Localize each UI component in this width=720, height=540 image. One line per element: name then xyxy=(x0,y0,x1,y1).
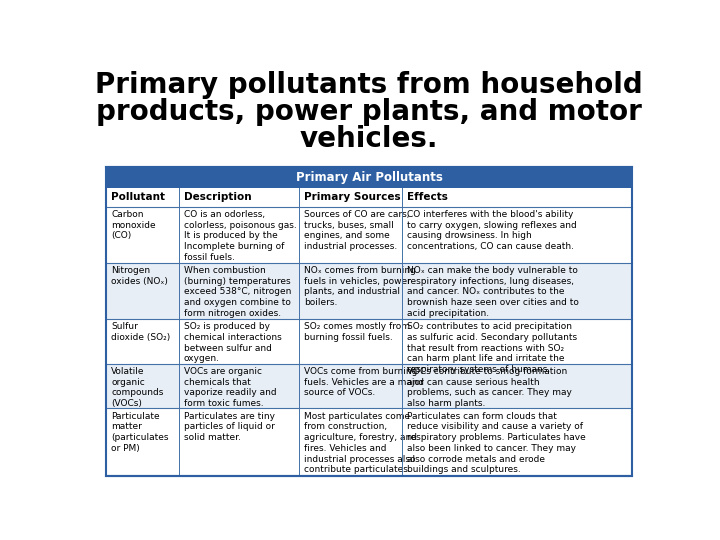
Text: Nitrogen
oxides (NOₓ): Nitrogen oxides (NOₓ) xyxy=(111,266,168,286)
Bar xyxy=(106,167,632,476)
Text: Volatile
organic
compounds
(VOCs): Volatile organic compounds (VOCs) xyxy=(111,367,163,408)
Text: Primary pollutants from household: Primary pollutants from household xyxy=(95,71,643,99)
Text: CO interferes with the blood's ability
to carry oxygen, slowing reflexes and
cau: CO interferes with the blood's ability t… xyxy=(407,210,577,251)
Text: SO₂ comes mostly from
burning fossil fuels.: SO₂ comes mostly from burning fossil fue… xyxy=(304,322,410,342)
Text: VOCs are organic
chemicals that
vaporize readily and
form toxic fumes.: VOCs are organic chemicals that vaporize… xyxy=(184,367,276,408)
Text: Primary Sources: Primary Sources xyxy=(304,192,400,202)
Text: Primary Air Pollutants: Primary Air Pollutants xyxy=(296,171,442,184)
Text: Effects: Effects xyxy=(407,192,448,202)
Text: Carbon
monoxide
(CO): Carbon monoxide (CO) xyxy=(111,210,156,240)
Text: Particulates can form clouds that
reduce visibility and cause a variety of
respi: Particulates can form clouds that reduce… xyxy=(407,411,585,475)
Text: products, power plants, and motor: products, power plants, and motor xyxy=(96,98,642,126)
Text: SO₂ contributes to acid precipitation
as sulfuric acid. Secondary pollutants
tha: SO₂ contributes to acid precipitation as… xyxy=(407,322,577,374)
Text: VOCs contribute to smog formation
and can cause serious health
problems, such as: VOCs contribute to smog formation and ca… xyxy=(407,367,572,408)
Text: vehicles.: vehicles. xyxy=(300,125,438,153)
Text: Most particulates come
from construction,
agriculture, forestry, and
fires. Vehi: Most particulates come from construction… xyxy=(304,411,417,475)
Text: CO is an odorless,
colorless, poisonous gas.
It is produced by the
Incomplete bu: CO is an odorless, colorless, poisonous … xyxy=(184,210,297,262)
Text: Pollutant: Pollutant xyxy=(111,192,165,202)
Bar xyxy=(106,319,632,363)
Text: NOₓ can make the body vulnerable to
respiratory infections, lung diseases,
and c: NOₓ can make the body vulnerable to resp… xyxy=(407,266,579,318)
Text: Sulfur
dioxide (SO₂): Sulfur dioxide (SO₂) xyxy=(111,322,171,342)
Text: Sources of CO are cars,
trucks, buses, small
engines, and some
industrial proces: Sources of CO are cars, trucks, buses, s… xyxy=(304,210,409,251)
Text: Particulate
matter
(particulates
or PM): Particulate matter (particulates or PM) xyxy=(111,411,168,453)
Bar xyxy=(106,408,632,476)
Text: When combustion
(burning) temperatures
exceed 538°C, nitrogen
and oxygen combine: When combustion (burning) temperatures e… xyxy=(184,266,291,318)
Bar xyxy=(106,262,632,319)
Bar xyxy=(106,207,632,262)
Bar xyxy=(106,188,632,207)
Bar xyxy=(106,363,632,408)
Text: SO₂ is produced by
chemical interactions
between sulfur and
oxygen.: SO₂ is produced by chemical interactions… xyxy=(184,322,282,363)
Text: VOCs come from burning
fuels. Vehicles are a major
source of VOCs.: VOCs come from burning fuels. Vehicles a… xyxy=(304,367,423,397)
Text: Particulates are tiny
particles of liquid or
solid matter.: Particulates are tiny particles of liqui… xyxy=(184,411,275,442)
Text: NOₓ comes from burning
fuels in vehicles, power
plants, and industrial
boilers.: NOₓ comes from burning fuels in vehicles… xyxy=(304,266,415,307)
Bar xyxy=(106,167,632,188)
Text: Description: Description xyxy=(184,192,251,202)
